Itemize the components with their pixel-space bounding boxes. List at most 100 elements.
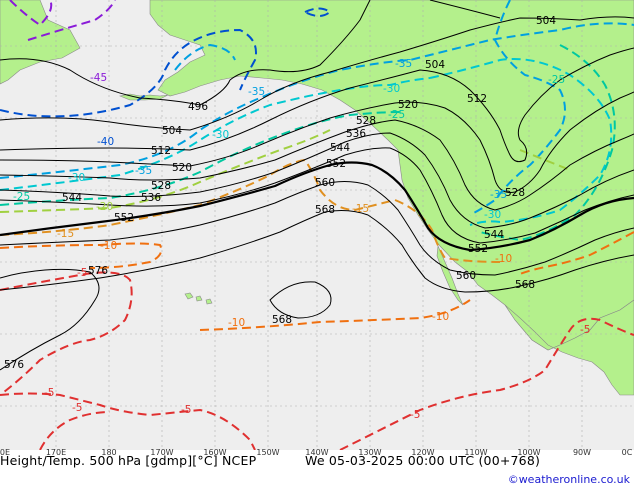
temp-label: -35 [248, 86, 265, 98]
temp-contour-minus45 [27, 0, 116, 41]
height-label: 552 [326, 158, 346, 170]
temp-label: -45 [90, 72, 107, 84]
height-label: 528 [505, 187, 525, 199]
height-label: 536 [141, 192, 161, 204]
temp-label: -5 [72, 402, 82, 414]
height-label: 504 [425, 59, 445, 71]
temp-label: -30 [68, 172, 85, 184]
temp-label: -25 [13, 191, 30, 203]
height-contour-576 [0, 268, 100, 371]
temp-label: -40 [97, 136, 114, 148]
temp-label: -5 [44, 387, 54, 399]
lon-label-edge-right: 0C [621, 448, 633, 457]
temp-label: -20 [96, 201, 113, 213]
height-label: 544 [330, 142, 350, 154]
height-label: 552 [468, 243, 488, 255]
height-label: 520 [172, 162, 192, 174]
height-label: 576 [88, 265, 108, 277]
temp-label: -5 [181, 404, 191, 416]
temp-contour-minus5-d [39, 411, 111, 450]
temp-label: -35 [490, 189, 507, 201]
temp-label: -5 [580, 324, 590, 336]
height-label: 536 [346, 128, 366, 140]
temp-contour-minus35-c [469, 0, 566, 216]
height-contour-496 [0, 0, 371, 106]
height-label: 504 [536, 15, 556, 27]
height-label: 552 [114, 212, 134, 224]
temp-label: -35 [395, 58, 412, 70]
temp-label: -10 [100, 240, 117, 252]
temp-label: -25 [548, 74, 565, 86]
height-contours [0, 0, 634, 371]
lon-label: 90W [572, 448, 592, 457]
temp-contour-minus5-b [0, 392, 256, 450]
height-label: 568 [272, 314, 292, 326]
height-label: 560 [315, 177, 335, 189]
height-label: 528 [151, 180, 171, 192]
height-contour-504 [0, 16, 634, 131]
land-siberia [0, 0, 81, 85]
landmasses [0, 0, 634, 396]
height-label: 544 [484, 229, 504, 241]
land-hawaii-2 [195, 295, 203, 302]
lon-label: 160W [203, 448, 227, 457]
temp-contour-minus30 [0, 77, 431, 191]
temp-contour-minus10 [0, 242, 163, 269]
height-label: 568 [315, 204, 335, 216]
height-label: 496 [188, 101, 208, 113]
lon-label: 120W [411, 448, 435, 457]
temp-contour-minus40-b [304, 7, 332, 17]
temp-contour-minus5 [0, 271, 133, 396]
height-contour-504-b [429, 0, 501, 19]
map-title: Height/Temp. 500 hPa [gdmp][°C] NCEP [0, 453, 257, 468]
lon-label: 130W [358, 448, 382, 457]
temperature-labels: -45 -40 -35 -35 -30 -30 -30 -25 -25 -20 … [13, 58, 590, 421]
temp-label: -30 [383, 83, 400, 95]
temp-label: -30 [484, 209, 501, 221]
lon-label: 180 [101, 448, 117, 457]
forecast-datetime: We 05-03-2025 00:00 UTC (00+768) [305, 453, 541, 468]
temp-contour-minus15 [0, 158, 501, 263]
height-label: 512 [151, 145, 171, 157]
temp-label: -10 [228, 317, 245, 329]
temp-contour-minus10-b [199, 299, 471, 331]
temp-contour-minus5-c [339, 317, 634, 450]
temp-label: -5 [410, 409, 420, 421]
height-contour-528 [0, 119, 634, 211]
temp-contour-minus35-b [174, 43, 236, 71]
land-hawaii [184, 292, 194, 300]
temp-label: -25 [388, 109, 405, 121]
temp-contour-minus25-b [479, 44, 616, 242]
height-label: 576 [4, 359, 24, 371]
height-label: 568 [515, 279, 535, 291]
height-label: 560 [456, 270, 476, 282]
credit-link[interactable]: ©weatheronline.co.uk [507, 473, 630, 486]
temp-label: -15 [57, 228, 74, 240]
temperature-contours [0, 0, 634, 450]
lon-label: 140W [305, 448, 329, 457]
lon-label: 170W [150, 448, 174, 457]
temp-contour-minus35 [0, 22, 634, 179]
land-central-america [504, 299, 634, 396]
temp-label: -10 [495, 253, 512, 265]
height-contour-512 [0, 47, 634, 163]
height-label: 544 [62, 192, 82, 204]
height-contour-536 [0, 132, 634, 229]
temp-contour-minus45-b [9, 0, 53, 27]
temp-label: -35 [135, 165, 152, 177]
lon-label: 170E [45, 448, 67, 457]
temp-label: -30 [212, 129, 229, 141]
temp-contour-minus20 [0, 129, 331, 213]
height-label: 528 [356, 115, 376, 127]
lon-label: 100W [517, 448, 541, 457]
lon-label: 150W [256, 448, 280, 457]
temp-contour-minus25 [0, 111, 401, 206]
temp-label: -5 [77, 267, 87, 279]
height-contour-568 [0, 210, 634, 293]
height-labels: 504 504 512 496 520 528 504 536 512 544 … [4, 15, 556, 371]
temp-label: -15 [352, 203, 369, 215]
lon-label: 110W [464, 448, 488, 457]
height-contour-560 [0, 181, 634, 276]
height-label: 512 [467, 93, 487, 105]
height-contour-568-loop [269, 281, 332, 319]
